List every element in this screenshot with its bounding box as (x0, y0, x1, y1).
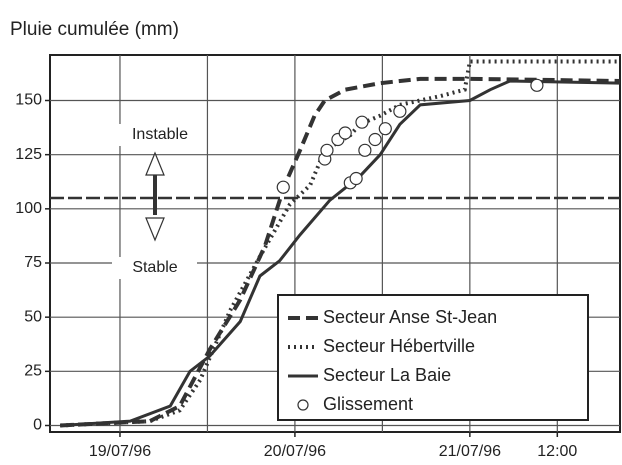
glissement-point (368, 132, 382, 147)
x-tick-label: 19/07/96 (89, 443, 151, 460)
x-tick-label: 12:00 (537, 443, 577, 460)
y-tick-label: 25 (24, 363, 42, 380)
annotation: Instable (132, 126, 188, 143)
arrow-head (145, 217, 165, 242)
glissement-point (320, 143, 334, 157)
y-tick-label: 0 (33, 417, 42, 434)
glissement-point (349, 171, 363, 186)
y-tick-label: 75 (24, 254, 42, 271)
plot-area (49, 54, 621, 433)
chart-title: Pluie cumulée (mm) (10, 19, 179, 40)
annotation-bg (112, 257, 197, 279)
y-tick-label: 100 (15, 200, 42, 217)
x-tick-label: 20/07/96 (264, 443, 326, 460)
legend-label: Secteur Hébertville (323, 336, 475, 356)
annotation-bg (110, 124, 205, 146)
legend-box (277, 294, 589, 421)
series-line (60, 79, 621, 427)
legend-label: Glissement (323, 394, 413, 414)
y-tick-label: 50 (24, 308, 42, 325)
glissement-point (393, 104, 407, 118)
series-line (60, 76, 621, 428)
glissement-point (338, 126, 352, 140)
legend-swatch (297, 399, 309, 411)
glissement-point (378, 122, 392, 136)
y-tick-label: 150 (15, 92, 42, 109)
glissement-point (276, 180, 290, 194)
glissement-point (355, 115, 369, 129)
glissement-point (530, 78, 544, 92)
legend-label: Secteur La Baie (323, 365, 451, 385)
x-tick-label: 21/07/96 (439, 443, 501, 460)
annotation: Stable (132, 259, 177, 276)
legend: Secteur Anse St-Jean Secteur Hébertville S… (277, 294, 589, 421)
glissement-point (358, 143, 372, 157)
y-tick-label: 125 (15, 146, 42, 163)
arrow-head (145, 151, 165, 176)
legend-label: Secteur Anse St-Jean (323, 307, 497, 327)
